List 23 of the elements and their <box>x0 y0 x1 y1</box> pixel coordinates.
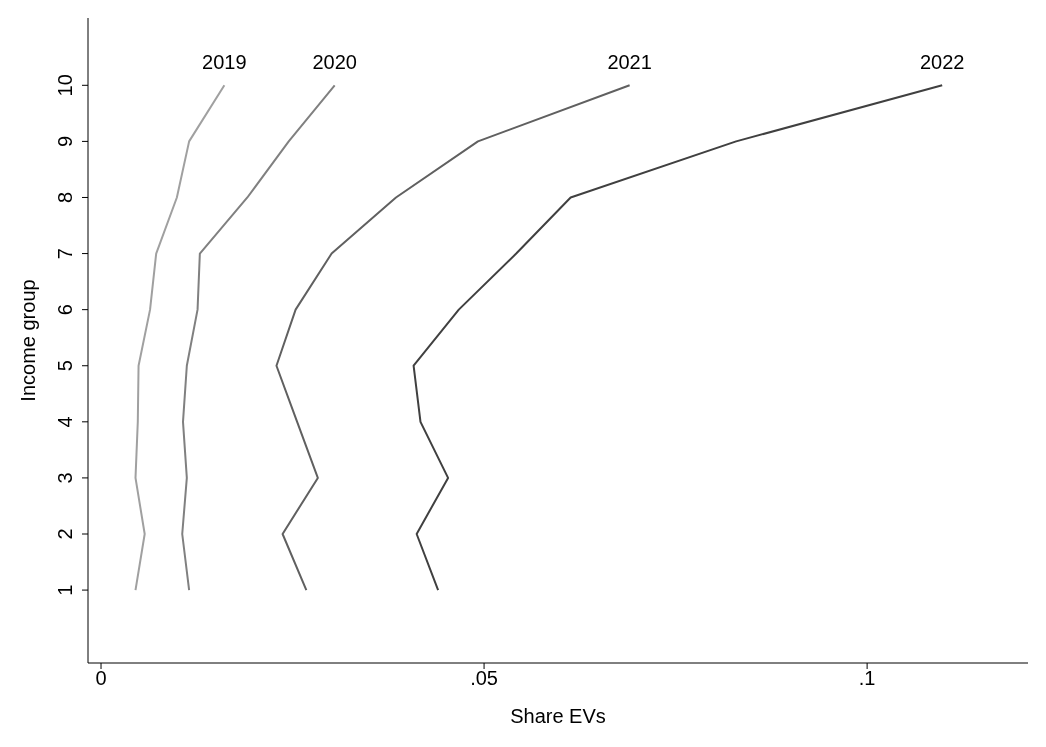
series-label: 2019 <box>202 51 247 74</box>
series-label: 2021 <box>607 51 652 74</box>
y-tick-label: 2 <box>54 528 76 540</box>
y-tick-label: 10 <box>54 74 76 97</box>
x-axis-title: Share EVs <box>510 705 606 727</box>
x-tick-label: 0 <box>95 667 107 690</box>
y-tick-label: 3 <box>54 472 76 484</box>
y-tick-label: 8 <box>54 191 76 204</box>
line-series <box>275 84 631 592</box>
y-tick-label: 7 <box>54 248 76 260</box>
y-tick-label: 4 <box>54 416 76 428</box>
series-label: 2020 <box>312 51 357 74</box>
y-tick-label: 9 <box>54 135 76 147</box>
x-tick-label: .05 <box>470 667 498 690</box>
line-series <box>181 84 336 592</box>
y-axis-title: Income group <box>17 279 40 402</box>
y-tick-label: 1 <box>54 584 76 596</box>
x-tick-label: .1 <box>858 667 876 690</box>
series-label: 2022 <box>919 51 965 74</box>
line-series <box>134 84 226 592</box>
line-series <box>412 84 944 592</box>
y-tick-label: 6 <box>54 304 76 316</box>
y-tick-label: 5 <box>54 360 76 372</box>
